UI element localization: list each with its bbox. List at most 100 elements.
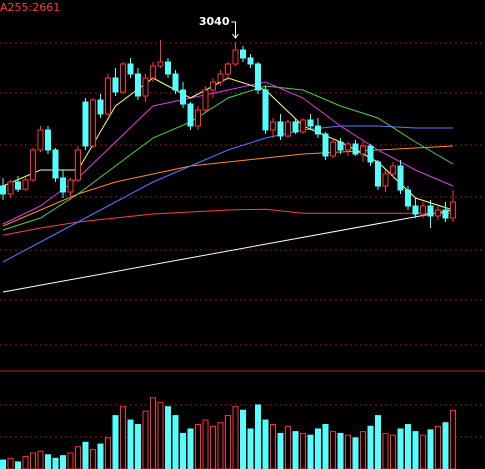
- candle-body: [427, 205, 434, 217]
- volume-bar: [450, 409, 456, 469]
- volume-bar: [172, 415, 179, 469]
- ma-line: [2, 125, 453, 263]
- volume-bar: [247, 428, 254, 469]
- volume-bar: [277, 432, 284, 469]
- candle-body: [232, 49, 239, 65]
- volume-bar: [0, 459, 6, 469]
- volume-bar: [37, 450, 44, 469]
- volume-bar: [150, 397, 156, 469]
- volume-bar: [105, 437, 111, 469]
- volume-bar: [165, 406, 171, 469]
- candle-body: [255, 63, 261, 91]
- candle-body: [330, 141, 336, 157]
- candle-body: [315, 125, 321, 135]
- candle-body: [30, 149, 36, 181]
- candle-body: [420, 205, 426, 215]
- volume-bar: [217, 422, 224, 469]
- candle-body: [135, 73, 141, 97]
- candle-body: [375, 161, 381, 187]
- volume-bar: [15, 461, 21, 469]
- candle-body: [322, 133, 329, 157]
- volume-bar: [405, 424, 411, 469]
- volume-bar: [135, 424, 141, 469]
- volume-bar: [292, 431, 299, 469]
- volume-bar: [375, 415, 381, 469]
- candle-body: [172, 73, 179, 91]
- candle-body: [337, 141, 344, 151]
- volume-bar: [60, 455, 66, 469]
- candle-body: [397, 165, 404, 191]
- candle-body: [405, 189, 411, 207]
- volume-bar: [255, 404, 261, 469]
- candle-body: [435, 209, 441, 217]
- volume-bar: [352, 437, 359, 469]
- volume-bar: [120, 406, 126, 469]
- candle-body: [97, 99, 104, 115]
- ma-line: [2, 209, 454, 293]
- volume-bar: [397, 428, 404, 469]
- candle-body: [450, 201, 456, 219]
- volume-bar: [435, 425, 441, 469]
- candle-body: [180, 89, 186, 105]
- candle-body: [52, 149, 59, 179]
- candle-body: [157, 61, 164, 67]
- candle-body: [22, 179, 29, 190]
- candle-body: [37, 129, 44, 151]
- candle-body: [112, 77, 119, 93]
- volume-bar: [367, 425, 374, 469]
- candle-body: [67, 179, 74, 193]
- candle-body: [142, 77, 149, 97]
- candle-body: [15, 181, 21, 190]
- candle-body: [442, 209, 449, 219]
- volume-bar: [7, 457, 14, 469]
- volume-bar: [270, 424, 276, 469]
- volume-bar: [382, 432, 389, 469]
- candle-body: [165, 61, 171, 75]
- high-arrow: [231, 21, 239, 39]
- candle-body: [360, 145, 366, 155]
- volume-bar: [210, 425, 216, 469]
- volume-bar: [67, 452, 74, 469]
- candle-body: [187, 103, 194, 127]
- volume-bar: [97, 443, 104, 469]
- candle-body: [7, 181, 14, 195]
- volume-bar: [300, 432, 306, 469]
- ma-label: A255:2661: [0, 1, 60, 14]
- candle-body: [307, 119, 314, 127]
- volume-bar: [262, 419, 269, 469]
- volume-bar: [52, 457, 59, 469]
- volume-bar: [90, 448, 96, 469]
- volume-bar: [187, 428, 194, 469]
- volume-bar: [195, 424, 201, 469]
- candle-body: [90, 99, 96, 147]
- candle-body: [210, 81, 216, 91]
- volume-bar: [390, 434, 396, 469]
- volume-bar: [225, 415, 231, 469]
- volume-bar: [307, 434, 314, 469]
- volume-bar: [285, 425, 291, 469]
- volume-bar: [330, 431, 336, 469]
- candle-body: [240, 49, 246, 59]
- candle-body: [45, 129, 51, 151]
- volume-bar: [360, 431, 366, 469]
- candle-body: [247, 57, 254, 65]
- volume-bar: [412, 431, 419, 469]
- volume-bar: [442, 422, 449, 469]
- candle-body: [345, 143, 351, 151]
- candle-body: [285, 121, 291, 137]
- candle-body: [120, 63, 126, 93]
- candle-body: [75, 149, 81, 181]
- volume-bar: [420, 434, 426, 469]
- volume-bar: [337, 432, 344, 469]
- candle-body: [382, 173, 389, 187]
- candle-body: [0, 185, 6, 195]
- candle-body: [82, 101, 89, 147]
- high-label: 3040: [199, 15, 230, 28]
- volume-bar: [142, 410, 149, 469]
- volume-bar: [30, 452, 36, 469]
- candle-body: [367, 145, 374, 163]
- volume-bar: [112, 415, 119, 469]
- volume-bar: [322, 424, 329, 469]
